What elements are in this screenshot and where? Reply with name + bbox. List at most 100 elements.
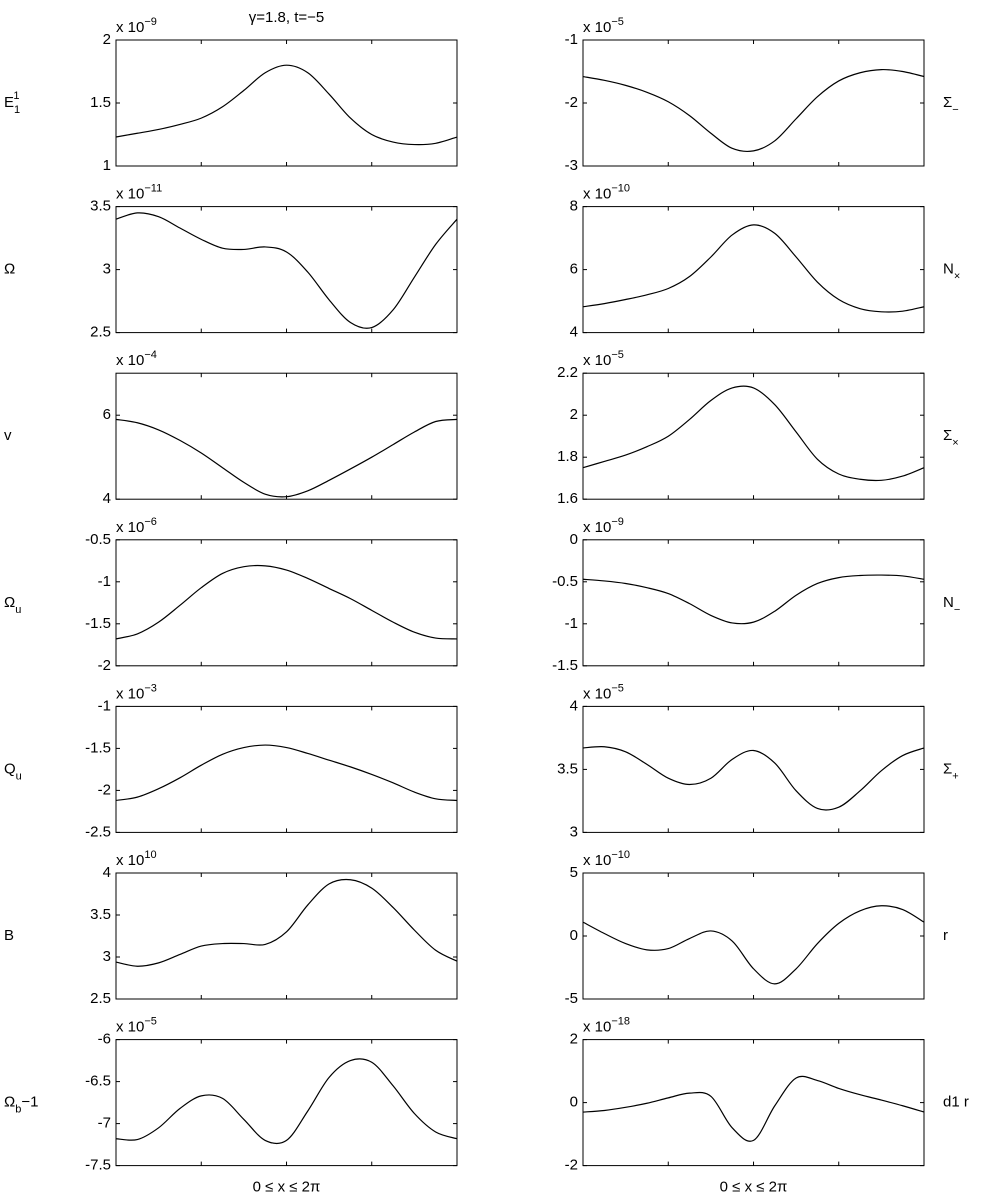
scale-label: x 10−5: [583, 682, 624, 702]
y-tick-label: -7: [98, 1115, 111, 1132]
scale-label: x 10−10: [583, 183, 630, 203]
y-label-part: d1 r: [943, 1094, 969, 1111]
panel: -7.5 -7 -6.5 -6 x 10−5 Ωb−1 0 ≤ x ≤ 2π: [4, 1016, 458, 1196]
y-tick-label: -3: [565, 157, 578, 174]
curve: [582, 574, 925, 625]
y-label-part: B: [4, 927, 14, 944]
y-tick-label: -1: [565, 615, 578, 632]
y-label-part: Q: [4, 760, 16, 777]
y-label: N−: [943, 594, 960, 616]
panel: 4 6 x 10−4 v: [4, 349, 458, 507]
y-label-part: +: [952, 770, 958, 782]
scale-exponent: −18: [611, 1016, 630, 1028]
scale-base: x 10: [116, 519, 144, 536]
y-tick-label: 0: [570, 927, 578, 944]
y-tick-label: 1.8: [557, 448, 578, 465]
curve: [115, 744, 458, 802]
x-label: 0 ≤ x ≤ 2π: [720, 1179, 788, 1196]
y-label-part: Σ: [943, 427, 952, 444]
y-label: E1 1: [4, 90, 20, 116]
y-tick-label: -1: [98, 573, 111, 590]
scale-base: x 10: [583, 685, 611, 702]
y-label-part: u: [15, 604, 21, 616]
y-label-part: b: [15, 1104, 21, 1116]
chart-title: γ=1.8, t=−5: [249, 9, 324, 26]
y-tick-label: 6: [103, 406, 111, 423]
scale-base: x 10: [583, 1019, 611, 1036]
panel: -3 -2 -1 x 10−5 Σ−: [565, 16, 959, 174]
y-label-part: 1: [13, 90, 19, 102]
y-tick-label: -6.5: [85, 1073, 111, 1090]
curve: [115, 64, 458, 146]
curve: [115, 1058, 458, 1145]
y-label: B: [4, 927, 14, 944]
y-label: Ωb−1: [4, 1094, 38, 1116]
axes-frame: [115, 872, 458, 1000]
scale-label: x 10−10: [583, 849, 630, 869]
y-label-part: −1: [21, 1094, 38, 1111]
scale-label: x 10−9: [583, 516, 624, 536]
panel: -2 -1.5 -1 -0.5 x 10−6 Ωu: [4, 516, 458, 674]
axes-frame: [115, 372, 458, 500]
curve: [582, 905, 925, 985]
scale-base: x 10: [116, 19, 144, 36]
curve: [582, 68, 925, 153]
curve: [115, 212, 458, 329]
y-tick-label: 2: [570, 406, 578, 423]
y-tick-label: -1.5: [85, 739, 111, 756]
scale-exponent: −5: [144, 1016, 157, 1028]
y-label: d1 r: [943, 1094, 969, 1111]
panel: -5 0 5 x 10−10 r: [565, 849, 948, 1007]
x-label: 0 ≤ x ≤ 2π: [253, 1179, 321, 1196]
curve: [582, 385, 925, 482]
scale-base: x 10: [583, 186, 611, 203]
y-tick-label: 4: [570, 324, 578, 341]
axes-frame: [582, 705, 925, 833]
scale-label: x 10−18: [583, 1016, 630, 1036]
scale-label: x 10−11: [116, 183, 162, 203]
axes-frame: [582, 872, 925, 1000]
curve: [115, 564, 458, 640]
y-tick-label: 1: [103, 157, 111, 174]
y-label-part: N: [943, 261, 954, 278]
panel: 3 3.5 4 x 10−5 Σ+: [557, 682, 959, 840]
scale-exponent: 10: [144, 849, 156, 861]
curve: [582, 1075, 925, 1142]
y-label-part: u: [16, 770, 22, 782]
y-tick-label: -2.5: [85, 823, 111, 840]
y-tick-label: -6: [98, 1031, 111, 1048]
y-tick-label: -0.5: [85, 531, 111, 548]
axes-frame: [115, 705, 458, 833]
y-tick-label: 2.5: [90, 324, 111, 341]
y-tick-label: -2: [98, 781, 111, 798]
y-tick-label: -2: [565, 1157, 578, 1174]
y-label: Σ−: [943, 94, 959, 116]
y-tick-label: 2.5: [90, 990, 111, 1007]
y-tick-label: 1.6: [557, 490, 578, 507]
scale-base: x 10: [116, 352, 144, 369]
y-tick-label: 4: [570, 697, 578, 714]
y-tick-label: -0.5: [552, 573, 578, 590]
y-label-part: Σ: [943, 94, 952, 111]
scale-label: x 1010: [116, 849, 157, 869]
y-tick-label: 3: [103, 261, 111, 278]
y-tick-label: 5: [570, 864, 578, 881]
y-tick-label: -2: [565, 94, 578, 111]
scale-exponent: −9: [144, 16, 157, 28]
y-label-part: v: [4, 427, 12, 444]
axes-frame: [582, 39, 925, 167]
y-tick-label: 6: [570, 261, 578, 278]
axes-frame: [582, 539, 925, 667]
scale-exponent: −6: [144, 516, 157, 528]
y-tick-label: -7.5: [85, 1157, 111, 1174]
scale-label: x 10−4: [116, 349, 157, 369]
axes-frame: [582, 1039, 925, 1167]
scale-label: x 10−5: [583, 349, 624, 369]
y-label: Σ+: [943, 760, 959, 782]
scale-exponent: −5: [611, 682, 624, 694]
y-label-part: ×: [954, 271, 960, 283]
y-tick-label: -1: [565, 31, 578, 48]
